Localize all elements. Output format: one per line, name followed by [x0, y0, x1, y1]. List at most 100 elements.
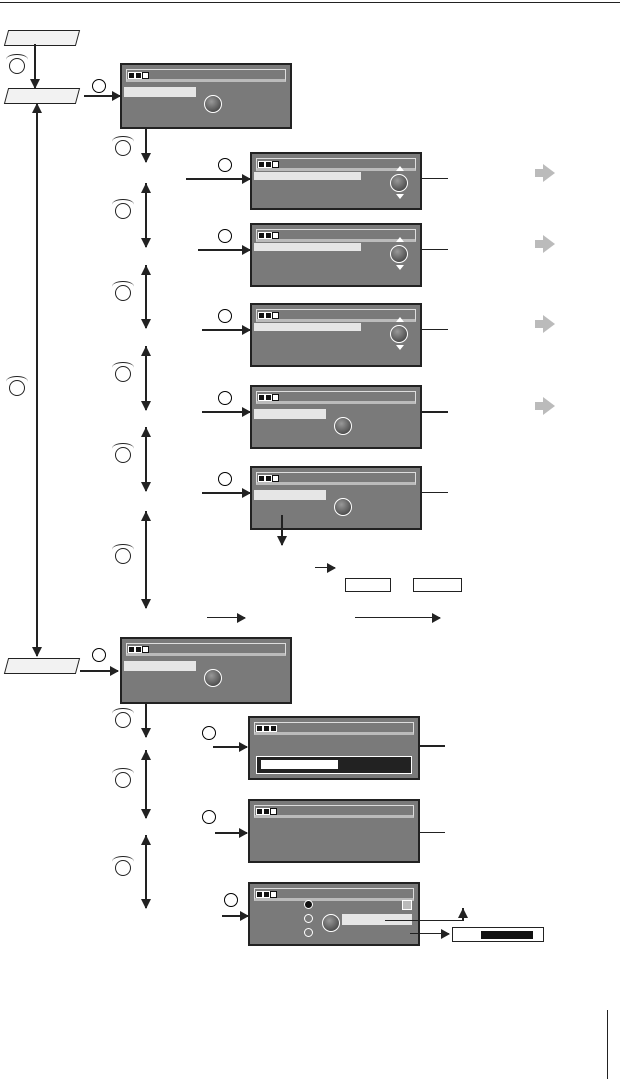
- screen-title-bar: [254, 888, 414, 901]
- arrow-up-icon: [396, 317, 404, 322]
- level-indicator: [272, 394, 279, 401]
- arrow-head-icon: [242, 325, 251, 335]
- ok-button-icon: [334, 498, 353, 516]
- arrow-head-icon: [110, 666, 119, 676]
- ok-press-icon: [92, 79, 106, 93]
- connector-line: [281, 515, 283, 545]
- connector-line: [145, 835, 147, 908]
- connector-line: [422, 249, 448, 250]
- arrow-down-icon: [32, 647, 42, 657]
- menu-screen: [250, 152, 422, 210]
- ok-press-icon: [218, 391, 232, 405]
- level-indicator: [258, 475, 265, 482]
- arrow-head-icon: [327, 563, 336, 573]
- ok-press-icon: [202, 810, 216, 824]
- ok-button-icon: [390, 174, 408, 192]
- ok-press-icon: [202, 726, 216, 740]
- connector-line: [145, 265, 147, 328]
- connector-line: [36, 103, 38, 656]
- connector-line: [222, 915, 248, 917]
- arrow-up-icon: [141, 265, 151, 275]
- menu-screen: [120, 637, 292, 704]
- menu-screen: [120, 63, 292, 129]
- arrow-down-icon: [141, 238, 151, 248]
- screen-title-bar: [254, 805, 414, 818]
- screen-title-bar: [256, 472, 416, 485]
- level-indicator: [265, 312, 272, 319]
- arrow-up-icon: [141, 427, 151, 437]
- connector-line: [84, 95, 120, 97]
- level-indicator: [258, 312, 265, 319]
- arrow-head-icon: [242, 245, 251, 255]
- screen-title-bar: [126, 643, 286, 656]
- connector-line: [422, 411, 448, 413]
- value-box: [345, 578, 391, 592]
- screen-title-bar: [254, 722, 414, 735]
- arrow-head-icon: [242, 407, 251, 417]
- connector-line: [145, 183, 147, 247]
- rotary-knob-icon: [112, 199, 134, 219]
- connector-line: [202, 329, 250, 331]
- arrow-down-icon: [396, 265, 404, 270]
- radio-button: [304, 928, 313, 937]
- connector-line: [355, 617, 440, 618]
- next-page-arrow-icon: [535, 164, 555, 182]
- connector-line: [315, 567, 335, 568]
- arrow-down-icon: [30, 79, 40, 89]
- screen-title-bar: [126, 69, 286, 82]
- connector-line: [202, 492, 250, 494]
- screen-title-bar: [256, 229, 416, 242]
- rotary-knob-icon: [112, 708, 134, 728]
- arrow-down-icon: [396, 194, 404, 199]
- next-page-arrow-icon: [535, 397, 555, 415]
- arrow-down-icon: [141, 599, 151, 609]
- level-indicator: [272, 232, 279, 239]
- connector-line: [145, 129, 147, 162]
- connector-line: [213, 746, 247, 748]
- connector-line: [80, 670, 118, 672]
- level-indicator: [256, 808, 263, 815]
- level-indicator: [258, 394, 265, 401]
- connector-line: [422, 492, 448, 493]
- connector-line: [145, 427, 147, 491]
- level-indicator: [265, 161, 272, 168]
- arrow-head-icon: [242, 174, 251, 184]
- menu-screen: [248, 716, 420, 780]
- rotary-knob-icon: [112, 443, 134, 463]
- ok-press-icon: [218, 158, 232, 172]
- connector-line: [34, 44, 36, 88]
- ok-press-icon: [224, 893, 238, 907]
- ok-button-icon: [204, 669, 223, 687]
- arrow-down-icon: [141, 728, 151, 738]
- arrow-head-icon: [441, 929, 450, 939]
- level-indicator: [128, 72, 135, 79]
- connector-line: [422, 329, 448, 330]
- connector-line: [422, 178, 448, 179]
- rotary-knob-icon: [112, 768, 134, 788]
- connector-line: [145, 346, 147, 410]
- arrow-head-icon: [239, 828, 248, 838]
- next-page-arrow-icon: [535, 235, 555, 253]
- level-indicator: [128, 646, 135, 653]
- connector-line: [198, 249, 250, 251]
- rotary-knob-icon: [112, 136, 134, 156]
- menu-screen: [248, 882, 420, 946]
- ok-button-icon: [390, 325, 408, 343]
- arrow-down-icon: [141, 809, 151, 819]
- menu-screen: [250, 303, 422, 367]
- ok-button-icon: [334, 417, 353, 435]
- screen-title-bar: [256, 158, 416, 171]
- highlight-bar: [254, 409, 327, 419]
- arrow-down-icon: [277, 536, 287, 546]
- rotary-knob-icon: [112, 362, 134, 382]
- level-indicator: [272, 312, 279, 319]
- arrow-up-icon: [458, 908, 468, 918]
- level-indicator: [142, 646, 149, 653]
- value-bar-fill: [481, 931, 533, 939]
- arrow-down-icon: [141, 153, 151, 163]
- level-indicator: [263, 725, 270, 732]
- highlight-bar: [124, 661, 197, 671]
- connector-line: [215, 832, 247, 834]
- screen-title-bar: [256, 391, 416, 404]
- level-indicator: [142, 72, 149, 79]
